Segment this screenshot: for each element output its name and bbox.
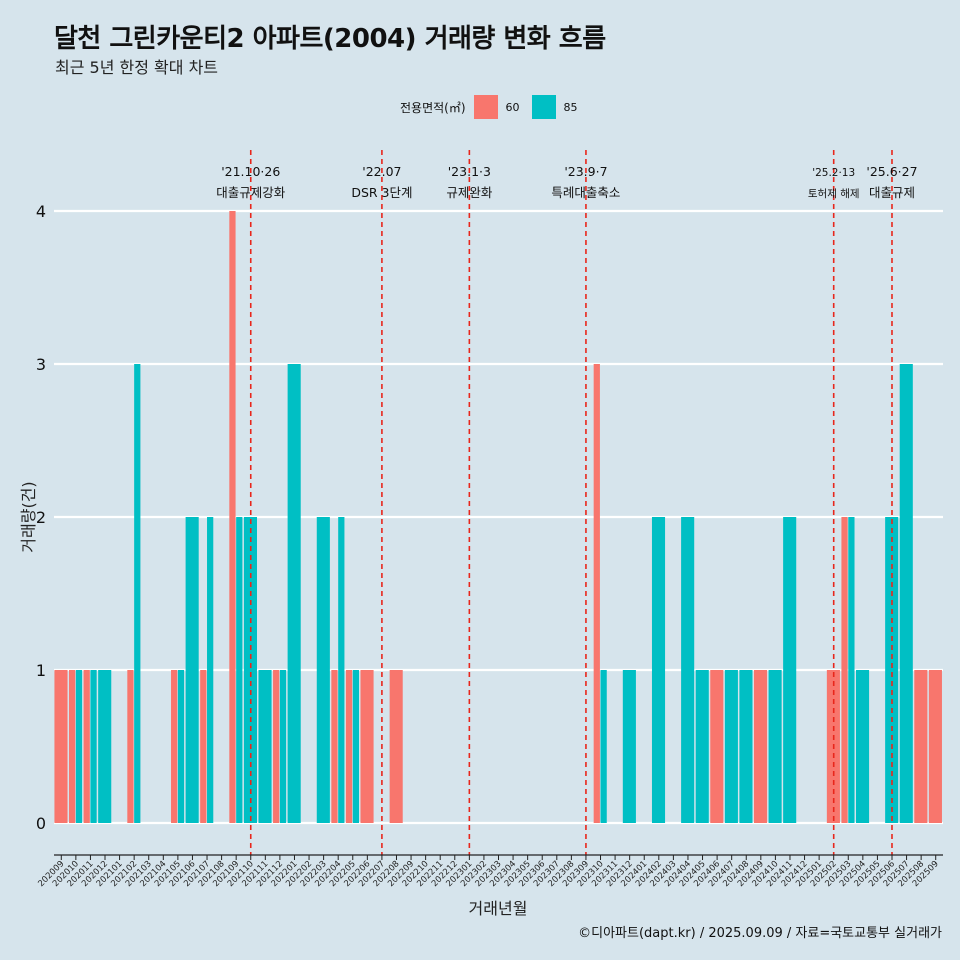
bar-85-202010 xyxy=(75,670,83,823)
bars xyxy=(54,211,942,823)
y-tick-label: 2 xyxy=(36,508,46,527)
bar-85-202203 xyxy=(316,517,330,823)
event-label: 규제완화 xyxy=(446,185,493,200)
event-date: '22.07 xyxy=(362,164,401,179)
event-date: '23.9·7 xyxy=(564,164,607,179)
y-tick-label: 0 xyxy=(36,814,46,833)
bar-60-202010 xyxy=(69,670,76,823)
bar-85-202411 xyxy=(783,517,797,823)
y-axis: 0 1 2 3 4 xyxy=(36,202,46,833)
bar-60-202503 xyxy=(841,517,848,823)
bar-85-202106 xyxy=(185,517,199,823)
bar-85-202312 xyxy=(622,670,636,823)
bar-85-202408 xyxy=(739,670,753,823)
event-lines: '21.10·26 대출규제강화 '22.07 DSR 3단계 '23.1·3 규제완화 '… xyxy=(216,150,918,855)
legend-swatch-85 xyxy=(531,95,556,119)
bar-85-202107 xyxy=(207,517,214,823)
chart-subtitle: 최근 5년 한정 확대 차트 xyxy=(55,58,219,77)
bar-85-202404 xyxy=(681,517,695,823)
bar-85-202201 xyxy=(287,364,301,823)
bar-85-202109 xyxy=(236,517,243,823)
event-label: 특례대출축소 xyxy=(551,185,620,200)
legend-label-60: 60 xyxy=(505,100,520,114)
legend: 전용면적(㎡) 60 85 xyxy=(400,93,590,121)
bar-60-202112 xyxy=(273,670,280,823)
event-date: '21.10·26 xyxy=(221,164,280,179)
event-date: '23.1·3 xyxy=(448,164,491,179)
bar-60-202310 xyxy=(593,364,600,823)
bar-85-202011 xyxy=(90,670,97,823)
y-tick-label: 3 xyxy=(36,355,46,374)
bar-60-202204 xyxy=(331,670,338,823)
bar-60-202011 xyxy=(83,670,90,823)
bar-85-202507 xyxy=(899,364,913,823)
bar-85-202506 xyxy=(885,517,899,823)
event-label: 대출규제 xyxy=(869,185,915,200)
bar-85-202405 xyxy=(695,670,709,823)
bar-60-202406 xyxy=(710,670,724,823)
event-date: '25.6·27 xyxy=(866,164,917,179)
bar-85-202310 xyxy=(600,670,607,823)
bar-85-202012 xyxy=(98,670,112,823)
y-tick-label: 1 xyxy=(36,661,46,680)
legend-label-85: 85 xyxy=(563,100,578,114)
bar-85-202204 xyxy=(338,517,345,823)
bar-60-202009 xyxy=(54,670,68,823)
chart-title: 달천 그린카운티2 아파트(2004) 거래량 변화 흐름 xyxy=(54,24,606,54)
bar-60-202206 xyxy=(360,670,374,823)
bar-60-202107 xyxy=(200,670,207,823)
event-date: '25.2·13 xyxy=(812,167,855,179)
bar-60-202109 xyxy=(229,211,236,823)
bar-60-202102 xyxy=(127,670,134,823)
bar-85-202111 xyxy=(258,670,272,823)
x-axis: 2020092020102020112020122021012021022021… xyxy=(36,854,943,889)
bar-85-202102 xyxy=(134,364,141,823)
bar-85-202504 xyxy=(855,670,870,823)
bar-60-202508 xyxy=(914,670,928,823)
legend-title: 전용면적(㎡) xyxy=(400,100,466,115)
event-label: 토허제 해제 xyxy=(808,187,860,200)
bar-85-202410 xyxy=(768,670,782,823)
bar-60-202509 xyxy=(928,670,942,823)
bar-60-202205 xyxy=(345,670,353,823)
y-axis-label: 거래량(건) xyxy=(19,481,38,552)
bar-85-202110 xyxy=(243,517,257,823)
bar-85-202402 xyxy=(651,517,666,823)
bar-85-202503 xyxy=(848,517,855,823)
x-axis-label: 거래년월 xyxy=(469,899,528,918)
event-label: DSR 3단계 xyxy=(351,185,412,200)
legend-swatch-60 xyxy=(473,95,498,119)
bar-60-202105 xyxy=(171,670,178,823)
bar-85-202105 xyxy=(177,670,185,823)
bar-85-202112 xyxy=(279,670,287,823)
bar-85-202407 xyxy=(724,670,738,823)
event-label: 대출규제강화 xyxy=(216,185,286,200)
y-tick-label: 4 xyxy=(36,202,46,221)
bar-85-202205 xyxy=(352,670,360,823)
bar-60-202208 xyxy=(389,670,403,823)
bar-60-202409 xyxy=(753,670,768,823)
credit-text: ©디아파트(dapt.kr) / 2025.09.09 / 자료=국토교통부 실… xyxy=(578,926,942,941)
